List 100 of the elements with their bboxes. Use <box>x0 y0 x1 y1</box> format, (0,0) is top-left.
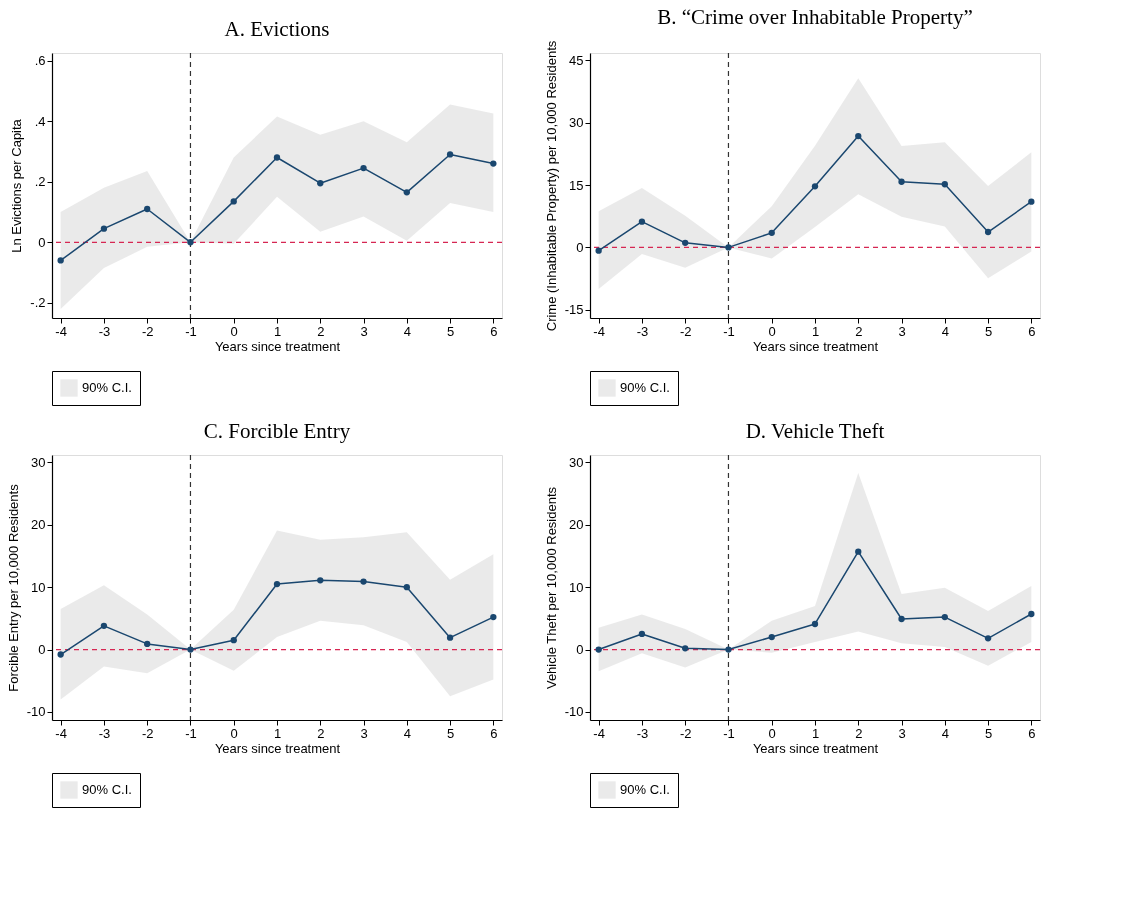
point <box>100 225 108 232</box>
x-tick-label: -4 <box>55 323 67 339</box>
y-tick-label: 10 <box>569 579 584 595</box>
x-tick-label: 1 <box>811 725 820 741</box>
x-tick-label: 4 <box>403 725 411 741</box>
x-tick-label: -3 <box>636 725 649 741</box>
x-tick-label: 0 <box>768 725 776 741</box>
x-tick-label: 1 <box>273 725 282 741</box>
x-tick-label: -2 <box>679 725 692 741</box>
point <box>984 228 992 236</box>
y-tick-label: .4 <box>34 113 46 129</box>
x-tick-label: 3 <box>898 323 906 339</box>
x-tick-label: 0 <box>230 725 238 741</box>
x-tick-label: 2 <box>855 323 863 339</box>
chart-title: B. “Crime over Inhabitable Property” <box>657 5 973 30</box>
x-tick-label: 4 <box>403 323 411 339</box>
x-tick-label: -4 <box>593 725 605 741</box>
chart-title: A. Evictions <box>224 17 330 42</box>
x-tick-label: -1 <box>723 323 735 339</box>
x-tick-label: 4 <box>941 725 949 741</box>
point <box>360 578 367 585</box>
y-axis-title: Crime (Inhabitable Property) per 10,000 Residents <box>543 40 559 332</box>
point <box>595 247 602 254</box>
chart-title: D. Vehicle Theft <box>745 419 885 444</box>
x-tick-label: -1 <box>723 725 735 741</box>
y-tick-label: 45 <box>569 52 584 68</box>
point <box>811 183 819 190</box>
x-tick-label: 6 <box>1028 323 1036 339</box>
point <box>941 181 948 188</box>
y-tick-label: 30 <box>569 115 584 131</box>
legend-label: 90% C.I. <box>620 782 670 797</box>
point <box>100 622 108 629</box>
point <box>57 651 64 658</box>
y-tick-label: 0 <box>38 234 46 250</box>
x-tick-label: -4 <box>593 323 605 339</box>
x-tick-label: 5 <box>984 323 993 339</box>
point <box>144 640 151 648</box>
x-tick-label: 0 <box>230 323 238 339</box>
point <box>230 198 237 205</box>
point <box>360 164 367 172</box>
point <box>638 218 646 225</box>
point <box>403 189 410 196</box>
x-tick-label: -3 <box>98 725 111 741</box>
point <box>446 634 454 641</box>
point <box>725 646 732 653</box>
x-tick-label: -4 <box>55 725 67 741</box>
point <box>941 613 948 621</box>
point <box>490 613 497 621</box>
y-tick-label: .2 <box>34 174 46 190</box>
x-axis-title: Years since treatment <box>752 740 879 756</box>
point <box>855 548 862 555</box>
point <box>898 615 905 623</box>
x-tick-label: 3 <box>360 725 368 741</box>
point <box>768 229 775 237</box>
point <box>490 160 497 167</box>
point <box>317 180 324 187</box>
point <box>273 154 281 161</box>
point <box>403 584 410 591</box>
x-tick-label: 6 <box>490 323 498 339</box>
y-tick-label: 0 <box>576 239 584 255</box>
y-tick-label: 0 <box>38 642 46 658</box>
x-tick-label: 2 <box>317 725 325 741</box>
point <box>725 244 732 251</box>
x-tick-label: 4 <box>941 323 949 339</box>
x-tick-label: 0 <box>768 323 776 339</box>
point <box>446 151 454 158</box>
x-tick-label: 2 <box>855 725 863 741</box>
x-tick-label: 3 <box>360 323 368 339</box>
x-tick-label: 5 <box>984 725 993 741</box>
point <box>1028 610 1035 618</box>
x-tick-label: -2 <box>141 323 154 339</box>
x-axis-title: Years since treatment <box>214 338 341 354</box>
y-tick-label: 30 <box>31 454 46 470</box>
point <box>230 637 237 644</box>
y-tick-label: 10 <box>31 579 46 595</box>
x-tick-label: -2 <box>679 323 692 339</box>
y-tick-label: -10 <box>564 704 584 720</box>
point <box>682 239 689 246</box>
x-tick-label: 5 <box>446 725 455 741</box>
x-axis-title: Years since treatment <box>214 740 341 756</box>
y-axis-title: Ln Evictions per Capita <box>9 118 25 253</box>
y-axis-title: Vehicle Theft per 10,000 Residents <box>543 486 559 690</box>
y-tick-label: -.2 <box>30 295 46 311</box>
point <box>768 633 775 641</box>
point <box>595 646 602 653</box>
x-tick-label: 1 <box>811 323 820 339</box>
x-tick-label: 1 <box>273 323 282 339</box>
point <box>638 630 646 638</box>
legend-label: 90% C.I. <box>82 380 132 395</box>
legend-label: 90% C.I. <box>620 380 670 395</box>
x-tick-label: 6 <box>1028 725 1036 741</box>
y-tick-label: 0 <box>576 642 584 658</box>
point <box>984 635 992 642</box>
legend-label: 90% C.I. <box>82 782 132 797</box>
y-tick-label: 30 <box>569 454 584 470</box>
y-axis-title: Forcible Entry per 10,000 Residents <box>5 483 21 692</box>
x-tick-label: 3 <box>898 725 906 741</box>
x-tick-label: -3 <box>636 323 649 339</box>
x-tick-label: -1 <box>185 323 197 339</box>
point <box>898 178 905 185</box>
